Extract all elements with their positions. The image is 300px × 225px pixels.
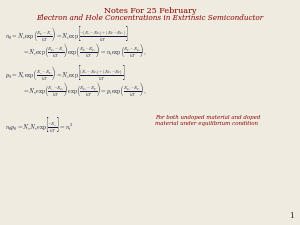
Text: 1: 1 <box>289 212 294 220</box>
Text: For both undoped material and doped
material under equilibrium condition: For both undoped material and doped mate… <box>155 115 260 126</box>
Text: $n_0 p_0 = N_c N_v \exp\!\left[\frac{-E_g}{kT}\right] = n_i^2$: $n_0 p_0 = N_c N_v \exp\!\left[\frac{-E_… <box>5 115 73 134</box>
Text: $n_0 = N_c \exp\!\left(\frac{E_F - E_c}{kT}\right)= N_c \exp\!\left[\frac{-(E_c : $n_0 = N_c \exp\!\left(\frac{E_F - E_c}{… <box>5 24 129 43</box>
Text: Notes For 25 February: Notes For 25 February <box>104 7 196 15</box>
Text: $p_0 = N_v \exp\!\left(\frac{E_v - E_F}{kT}\right)= N_c \exp\!\left[\frac{(E_v -: $p_0 = N_v \exp\!\left(\frac{E_v - E_F}{… <box>5 63 126 82</box>
Text: $= N_v \exp\!\left(\frac{E_v - E_{Fi}}{kT}\right)\exp\!\left(\frac{E_{Fi} - E_F}: $= N_v \exp\!\left(\frac{E_v - E_{Fi}}{k… <box>22 80 147 98</box>
Text: Electron and Hole Concentrations in Extrinsic Semiconductor: Electron and Hole Concentrations in Extr… <box>36 14 264 22</box>
Text: $= N_c \exp\!\left(\frac{E_{Fi} - E_c}{kT}\right)\exp\!\left(\frac{E_F - E_{Fi}}: $= N_c \exp\!\left(\frac{E_{Fi} - E_c}{k… <box>22 41 147 59</box>
